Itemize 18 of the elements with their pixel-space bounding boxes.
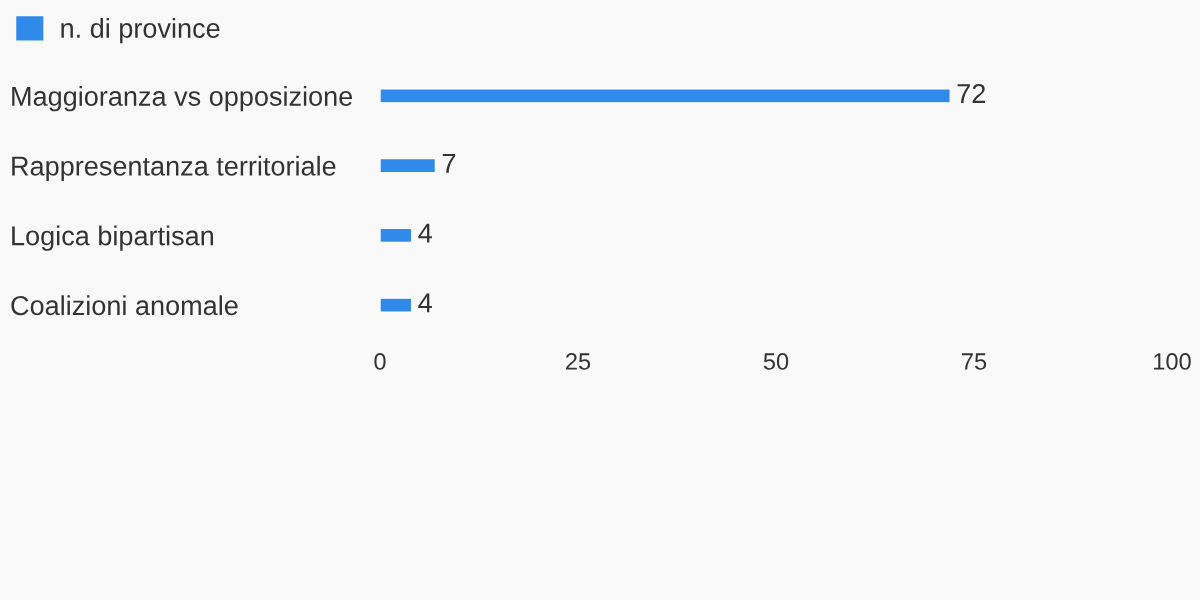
x-tick-label: 50 (763, 353, 789, 370)
x-tick-label: 100 (1154, 353, 1191, 370)
data-label: 7 (442, 154, 456, 173)
data-label: 72 (957, 83, 985, 103)
bar (380, 157, 437, 174)
bar (380, 227, 413, 244)
y-tick-label: Rappresentanza territoriale (12, 155, 336, 182)
data-label: 4 (418, 223, 432, 243)
bar (380, 297, 413, 313)
y-tick-label: Maggioranza vs opposizione (12, 86, 353, 112)
data-label: 4 (418, 293, 432, 313)
bar (380, 88, 951, 104)
y-tick-label: Coalizioni anomale (11, 295, 238, 316)
x-tick-label: 75 (962, 353, 987, 370)
x-tick-label: 0 (374, 353, 386, 370)
x-tick-label: 25 (566, 353, 591, 370)
y-tick-label: Logica bipartisan (12, 225, 214, 251)
legend-label: n. di province (61, 18, 220, 44)
